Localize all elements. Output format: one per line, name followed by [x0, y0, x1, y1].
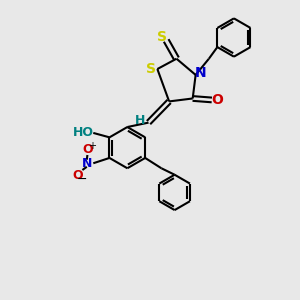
Text: HO: HO [74, 126, 94, 140]
Text: H: H [135, 114, 146, 127]
Text: O: O [82, 142, 93, 156]
Text: +: + [88, 141, 96, 151]
Text: O: O [211, 93, 223, 107]
Text: S: S [157, 30, 167, 44]
Text: N: N [82, 157, 92, 170]
Text: S: S [146, 62, 156, 76]
Text: −: − [77, 173, 88, 186]
Text: O: O [73, 169, 83, 182]
Text: N: N [195, 66, 207, 80]
